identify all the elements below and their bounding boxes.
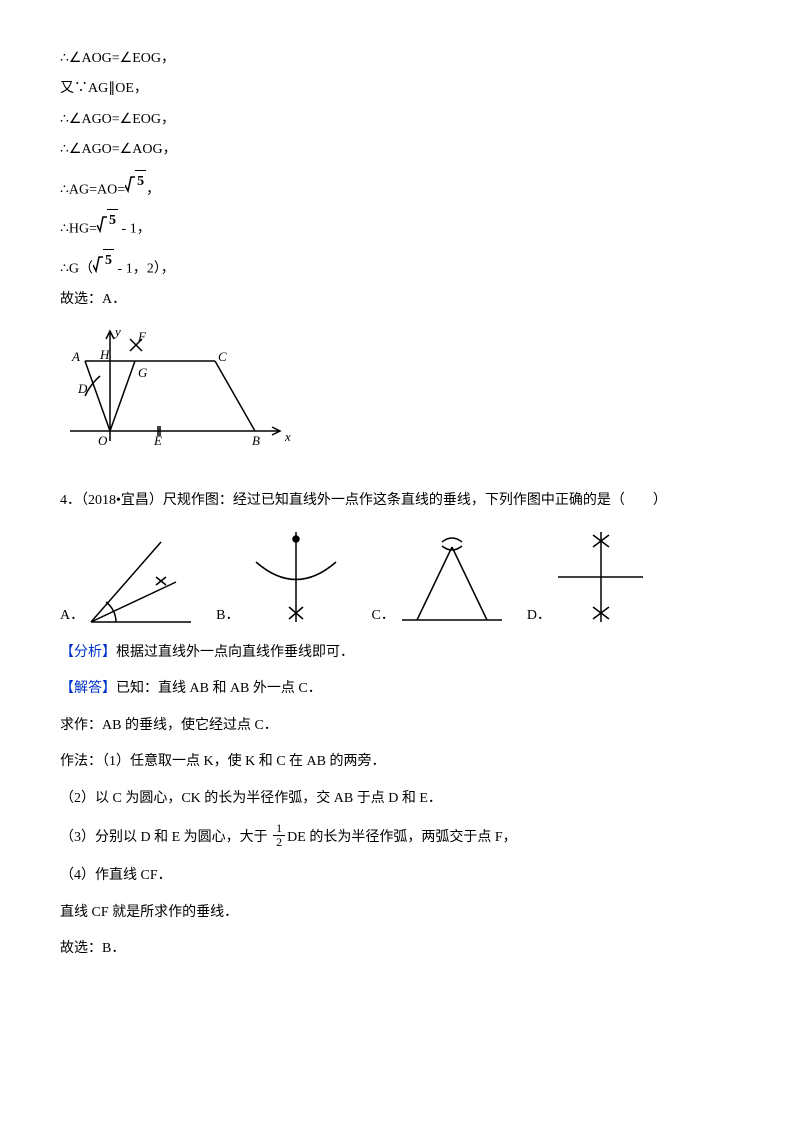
option-c-figure xyxy=(397,532,507,627)
answer-l5: （3）分别以 D 和 E 为圆心，大于 12DE 的长为半径作弧，两弧交于点 F… xyxy=(60,824,740,851)
label-F: F xyxy=(137,329,147,344)
answer-label: 【解答】 xyxy=(60,681,116,696)
analysis-label: 【分析】 xyxy=(60,645,116,660)
label-C: C xyxy=(218,349,227,364)
proof-line-1: ∴∠AOG=∠EOG， xyxy=(60,48,740,70)
q4-options: A． B． C． xyxy=(60,527,740,627)
label-A: A xyxy=(71,349,80,364)
label-G: G xyxy=(138,365,148,380)
proof-line-2: 又∵AG∥OE， xyxy=(60,78,740,100)
option-c: C． xyxy=(371,532,506,627)
q4-stem: 4．（2018•宜昌）尺规作图：经过已知直线外一点作这条直线的垂线，下列作图中正… xyxy=(60,490,740,512)
proof-line-5: ∴AG=AO=5， xyxy=(60,170,740,202)
option-a-figure xyxy=(86,537,196,627)
label-E: E xyxy=(153,433,162,448)
label-O: O xyxy=(98,433,108,448)
option-b-figure xyxy=(241,527,351,627)
fraction-half: 12 xyxy=(273,822,285,849)
answer-l6: （4）作直线 CF． xyxy=(60,865,740,887)
answer-l1: 【解答】已知：直线 AB 和 AB 外一点 C． xyxy=(60,678,740,700)
option-d-figure xyxy=(553,527,648,627)
answer-l4: （2）以 C 为圆心，CK 的长为半径作弧，交 AB 于点 D 和 E． xyxy=(60,788,740,810)
label-D: D xyxy=(77,381,88,396)
proof-line-6: ∴HG=5 - 1， xyxy=(60,209,740,241)
proof-line-4: ∴∠AGO=∠AOG， xyxy=(60,139,740,161)
answer-l2: 求作：AB 的垂线，使它经过点 C． xyxy=(60,715,740,737)
answer-l8: 故选：B． xyxy=(60,938,740,960)
answer-l7: 直线 CF 就是所求作的垂线． xyxy=(60,902,740,924)
option-d: D． xyxy=(527,527,648,627)
label-H: H xyxy=(99,347,110,362)
proof-line-3: ∴∠AGO=∠EOG， xyxy=(60,109,740,131)
sqrt-icon: 5 xyxy=(93,249,114,272)
coordinate-figure: y x A H F G C D O E B xyxy=(60,321,740,469)
proof-line-7: ∴G（5 - 1，2）， xyxy=(60,249,740,281)
proof-conclusion: 故选：A． xyxy=(60,289,740,311)
option-a: A． xyxy=(60,537,196,627)
answer-l3: 作法：（1）任意取一点 K，使 K 和 C 在 AB 的两旁． xyxy=(60,751,740,773)
label-y: y xyxy=(113,324,121,339)
sqrt-icon: 5 xyxy=(125,170,146,193)
label-x: x xyxy=(284,429,291,444)
label-B: B xyxy=(252,433,260,448)
sqrt-icon: 5 xyxy=(97,209,118,232)
option-b: B． xyxy=(216,527,351,627)
analysis: 【分析】根据过直线外一点向直线作垂线即可． xyxy=(60,642,740,664)
